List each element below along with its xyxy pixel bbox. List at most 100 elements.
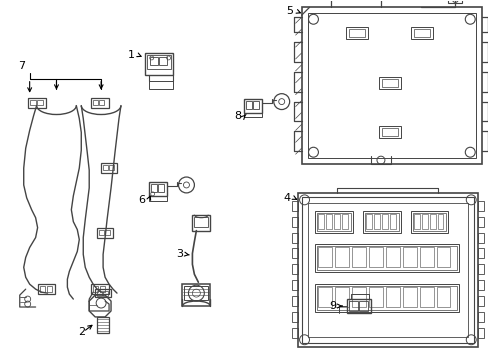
Text: 4: 4 [284,193,291,203]
Text: 8: 8 [235,112,242,121]
Bar [318,247,332,267]
Bar [335,287,349,307]
Bar [448,0,462,3]
Bar [150,57,158,65]
Bar [91,98,109,108]
Bar [99,100,104,105]
Bar [316,211,353,233]
Bar [414,214,419,229]
Bar [369,247,383,267]
Bar [308,13,476,158]
Bar [28,98,46,108]
Bar [382,214,388,229]
Bar [352,247,366,267]
Bar [346,27,368,39]
Bar [37,100,43,105]
Bar [318,287,332,307]
Bar [105,230,110,235]
Bar [386,247,400,267]
Text: 3: 3 [176,249,183,260]
Bar [349,29,365,37]
Text: 1: 1 [128,50,135,60]
Bar [149,81,172,89]
Bar [349,301,358,311]
Bar [437,287,450,307]
Bar [316,284,459,312]
Bar [292,248,297,258]
Text: 5: 5 [287,6,294,16]
Bar [253,100,259,109]
Bar [149,182,167,196]
Bar [149,196,167,201]
Bar [379,77,401,89]
Text: 9: 9 [329,301,336,311]
Bar [159,57,167,65]
Bar [478,328,484,338]
Bar [99,230,104,235]
Bar [379,126,401,138]
Bar [478,248,484,258]
Bar [369,287,383,307]
Bar [411,27,433,39]
Bar [478,280,484,290]
Bar [103,291,108,296]
Bar [244,113,262,117]
Bar [184,286,208,300]
Bar [97,317,109,333]
Bar [292,264,297,274]
Bar [326,214,332,229]
Bar [414,29,430,37]
Bar [292,296,297,306]
Bar [363,211,401,233]
Bar [419,247,434,267]
Bar [365,213,399,231]
Bar [40,286,45,292]
Bar [366,214,372,229]
Bar [244,99,262,113]
Bar [437,247,450,267]
Bar [478,264,484,274]
Bar [151,184,157,192]
Bar [292,233,297,243]
Bar [97,228,113,238]
Bar [347,299,371,313]
Bar [403,287,416,307]
Bar [182,284,210,306]
Bar [38,284,55,294]
Bar [195,217,208,227]
Bar [318,214,324,229]
Bar [386,287,400,307]
Bar [301,197,474,343]
Bar [430,214,436,229]
Bar [335,247,349,267]
Bar [297,193,478,347]
Bar [318,247,457,270]
Bar [301,7,482,164]
Bar [382,79,398,87]
Bar [147,55,171,69]
Bar [292,312,297,322]
Bar [193,215,210,231]
Bar [334,214,340,229]
Bar [403,247,416,267]
Bar [292,217,297,227]
Bar [109,165,114,170]
Bar [374,214,380,229]
Text: 7: 7 [18,61,25,71]
Bar [438,214,443,229]
Bar [478,296,484,306]
Bar [478,217,484,227]
Bar [101,163,117,173]
Bar [145,53,172,75]
Bar [100,286,105,292]
Bar [421,214,428,229]
Bar [342,214,348,229]
Bar [103,165,108,170]
Bar [246,100,252,109]
Bar [308,203,468,337]
Bar [318,286,457,310]
Bar [91,284,109,294]
Bar [382,129,398,136]
Bar [316,244,459,272]
Bar [292,328,297,338]
